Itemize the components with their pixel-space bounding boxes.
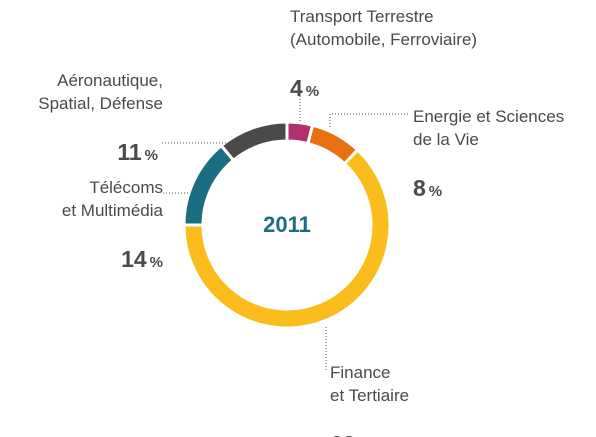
category-label: Spatial, Défense — [38, 94, 163, 113]
category-label: Télécoms — [89, 178, 163, 197]
value-label: 63% — [330, 431, 372, 437]
value-unit: % — [150, 254, 163, 271]
donut-segment — [182, 143, 236, 227]
value-label: 11% — [117, 139, 158, 165]
category-label: Energie et Sciences — [413, 107, 564, 126]
center-label: 2011 — [263, 212, 311, 237]
value-number: 4 — [290, 75, 303, 101]
value-unit: % — [306, 83, 319, 100]
value-number: 11 — [117, 139, 142, 165]
value-label: 8% — [413, 175, 442, 201]
value-label: 4% — [290, 75, 319, 101]
value-unit: % — [429, 183, 442, 200]
category-label: (Automobile, Ferroviaire) — [290, 30, 477, 49]
donut-segment — [219, 120, 289, 163]
value-number: 8 — [413, 175, 426, 201]
leader-line — [329, 113, 408, 128]
value-unit: % — [145, 147, 158, 164]
category-label: Finance — [330, 363, 390, 382]
category-label: de la Vie — [413, 130, 479, 149]
category-label: et Multimédia — [62, 201, 164, 220]
value-label: 14% — [121, 246, 163, 272]
donut-segment — [182, 147, 392, 330]
category-label: Aéronautique, — [57, 71, 163, 90]
category-label: Transport Terrestre — [290, 7, 434, 26]
category-label: et Tertiaire — [330, 386, 409, 405]
value-number: 14 — [121, 246, 147, 272]
value-number: 63 — [330, 431, 356, 437]
